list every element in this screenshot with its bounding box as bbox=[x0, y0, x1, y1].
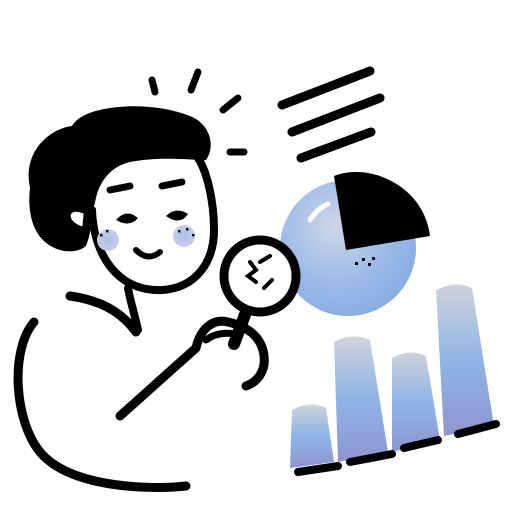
sparkle-rays-icon bbox=[148, 68, 248, 156]
person-cheek-right bbox=[173, 225, 195, 247]
magnifying-glass-icon bbox=[219, 235, 301, 350]
person-face bbox=[88, 154, 219, 295]
person-mouth bbox=[133, 247, 163, 260]
pie-chart-icon bbox=[280, 172, 430, 316]
bar-3 bbox=[392, 352, 440, 452]
person-icon bbox=[13, 106, 269, 492]
magnifying-glass-lens bbox=[219, 235, 301, 317]
bar-4 bbox=[436, 284, 494, 436]
person-arm bbox=[115, 316, 269, 421]
text-lines-icon bbox=[277, 66, 385, 163]
person-eyes bbox=[116, 210, 188, 224]
bar-1 bbox=[290, 404, 334, 468]
person-ear bbox=[63, 204, 88, 234]
pie-chart-slice bbox=[334, 172, 430, 250]
bar-chart-icon bbox=[290, 284, 500, 476]
bar-2 bbox=[334, 336, 388, 462]
person-body bbox=[13, 317, 191, 492]
